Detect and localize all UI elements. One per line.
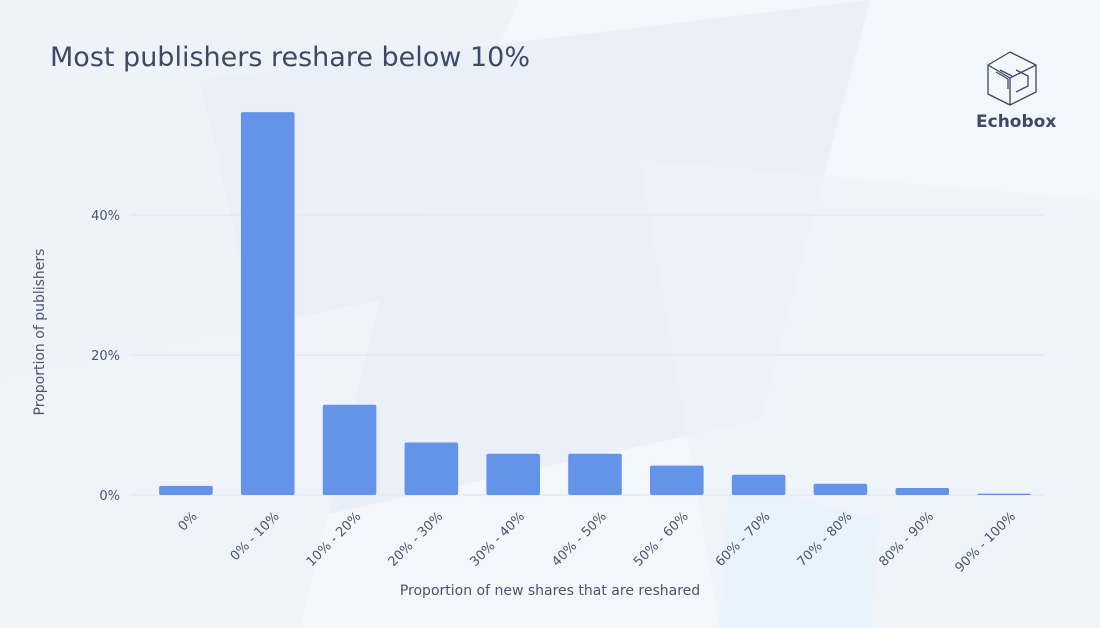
bar-5 <box>568 453 622 495</box>
x-tick-label: 0% <box>176 509 201 534</box>
y-tick-label: 0% <box>99 489 120 504</box>
x-axis-label: Proportion of new shares that are reshar… <box>399 583 701 599</box>
x-tick-label: 20% - 30% <box>386 509 447 570</box>
y-tick-labels: 0% 20% 40% <box>91 209 120 504</box>
brand-name: Echobox <box>976 112 1057 132</box>
y-axis-label: Proportion of publishers <box>32 249 48 416</box>
x-tick-label: 90% - 100% <box>952 509 1018 575</box>
x-tick-label: 30% - 40% <box>467 509 528 570</box>
x-tick-label: 70% - 80% <box>795 509 856 570</box>
x-tick-label: 40% - 50% <box>549 509 610 570</box>
x-tick-label: 60% - 70% <box>713 509 774 570</box>
x-tick-labels: 0% 0% - 10% 10% - 20% 20% - 30% 30% - 40% 40%… <box>176 509 1019 575</box>
bar-6 <box>650 465 704 495</box>
x-tick-label: 10% - 20% <box>304 509 365 570</box>
x-tick-label: 0% - 10% <box>228 509 283 564</box>
bar-7 <box>731 474 786 495</box>
y-tick-label: 40% <box>91 209 120 224</box>
bar-10 <box>977 493 1031 495</box>
echobox-cube-icon <box>987 51 1037 106</box>
x-tick-label: 50% - 60% <box>631 509 692 570</box>
bar-2 <box>322 404 377 495</box>
chart-title: Most publishers reshare below 10% <box>50 42 530 73</box>
y-tick-label: 20% <box>91 349 120 364</box>
bars <box>159 112 1031 495</box>
bar-8 <box>813 483 868 495</box>
bar-0 <box>159 485 213 495</box>
bar-3 <box>404 442 459 495</box>
x-tick-label: 80% - 90% <box>876 509 937 570</box>
bar-1 <box>240 112 295 495</box>
bar-9 <box>895 488 950 495</box>
bar-4 <box>486 453 540 495</box>
